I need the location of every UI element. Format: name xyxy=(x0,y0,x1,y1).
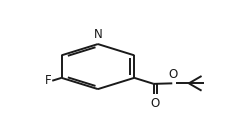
Text: N: N xyxy=(93,28,102,41)
Text: F: F xyxy=(45,74,51,87)
Text: O: O xyxy=(168,68,177,81)
Text: O: O xyxy=(151,97,160,110)
